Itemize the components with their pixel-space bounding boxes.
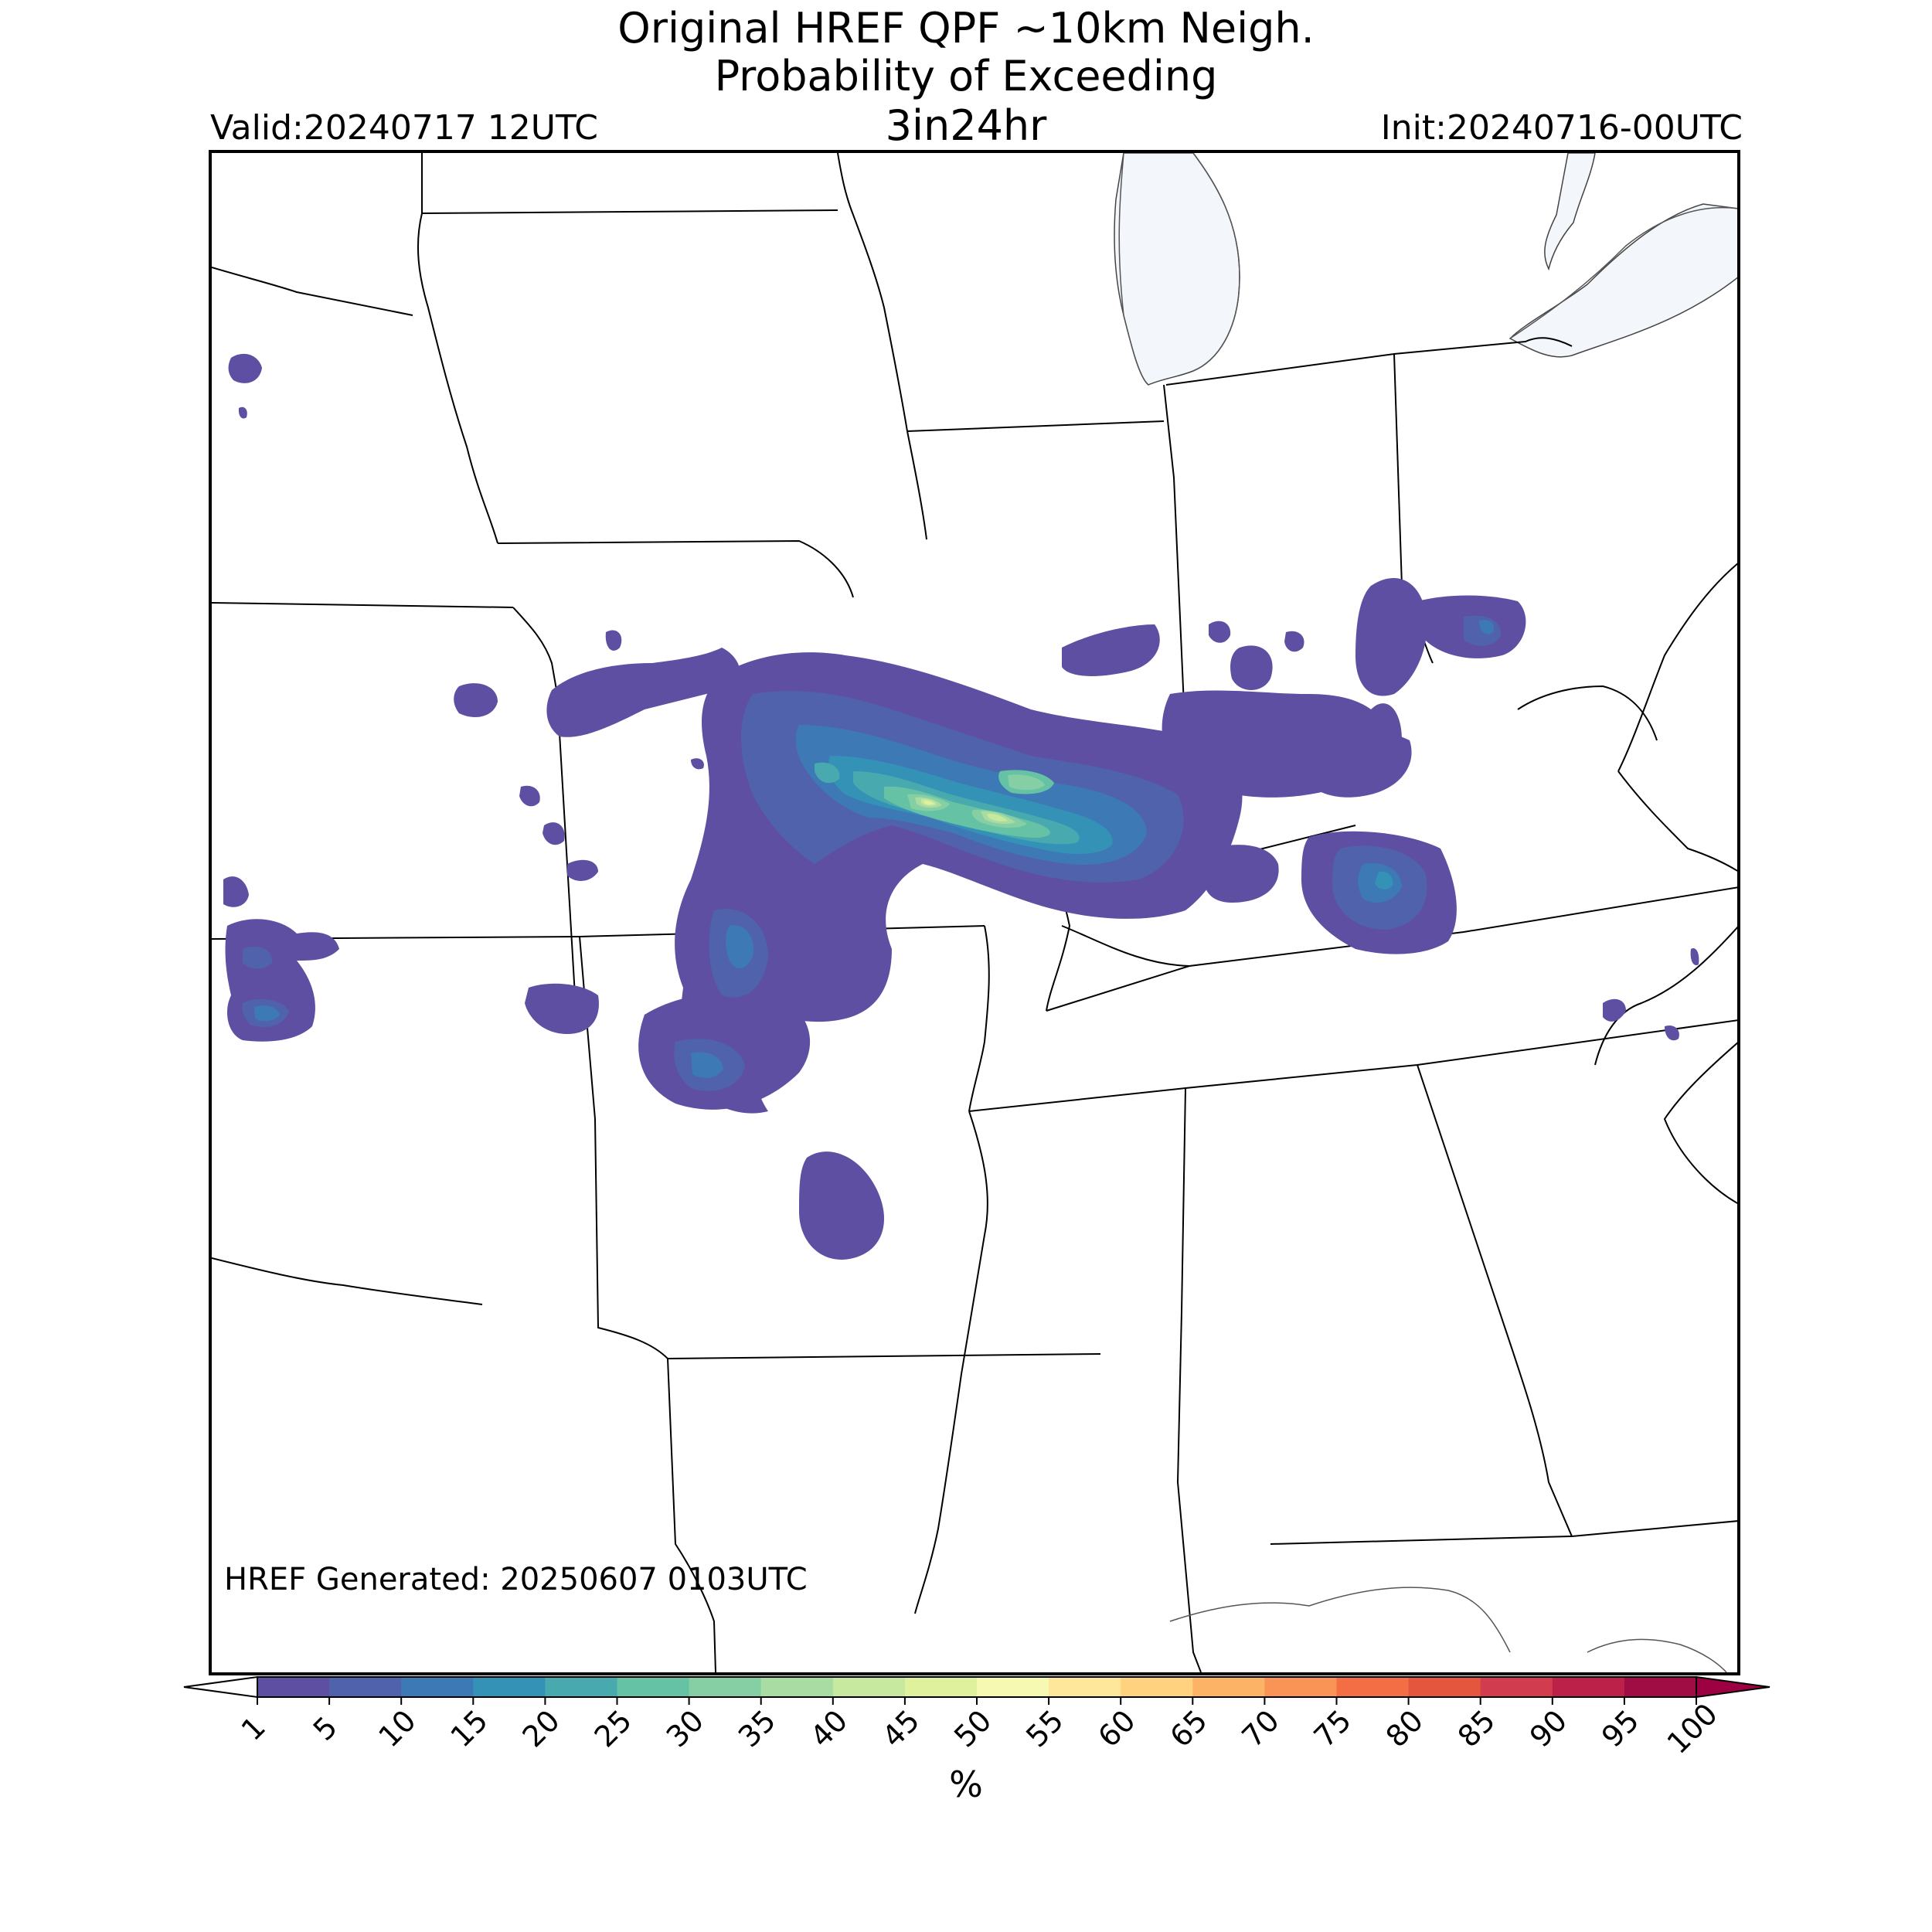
colorbar-tick-label: 30: [660, 1703, 710, 1753]
probability-field: [223, 353, 1699, 1260]
colorbar-tick-label: 25: [588, 1703, 638, 1753]
colorbar-cell: [832, 1677, 906, 1697]
colorbar-tick-label: 55: [1019, 1703, 1070, 1753]
map-panel: [209, 150, 1740, 1675]
colorbar-tick-label: 45: [876, 1703, 926, 1753]
colorbar-over-extension: [1696, 1675, 1770, 1699]
colorbar-tick-label: 80: [1379, 1703, 1430, 1753]
colorbar-cell: [329, 1677, 402, 1697]
colorbar-tick-label: 40: [804, 1703, 854, 1753]
colorbar-tick-label: 5: [307, 1710, 344, 1747]
colorbar-cell: [473, 1677, 546, 1697]
colorbar-tick-label: 65: [1163, 1703, 1213, 1753]
colorbar-cell: [1121, 1677, 1193, 1697]
colorbar: 1 5 10 15 20 25 30 35 40 45 50 55 60 65 70 75 80 85 90 95 10…: [183, 1675, 1770, 1760]
state-borders: [212, 153, 1737, 1672]
colorbar-tick-label: 60: [1091, 1703, 1141, 1753]
colorbar-cell: [1624, 1677, 1697, 1697]
lake-huron-edge: [1544, 153, 1596, 271]
colorbar-cell: [617, 1677, 690, 1697]
colorbar-cell: [760, 1677, 834, 1697]
colorbar-tick-label: 20: [516, 1703, 566, 1753]
colorbar-cell: [904, 1677, 978, 1697]
colorbar-cell: [257, 1677, 330, 1697]
colorbar-tick-label: 50: [947, 1703, 998, 1753]
colorbar-cell: [1552, 1677, 1625, 1697]
colorbar-cell: [1480, 1677, 1553, 1697]
colorbar-tick-label: 10: [372, 1703, 422, 1753]
colorbar-tick-label: 75: [1308, 1703, 1358, 1753]
chart-title-line-3: 3in24hr: [885, 101, 1047, 150]
colorbar-cell: [401, 1677, 474, 1697]
colorbar-cell: [1408, 1677, 1481, 1697]
lake-erie: [1509, 203, 1737, 358]
colorbar-cell: [977, 1677, 1049, 1697]
chart-title-line-2: Probability of Exceeding: [714, 52, 1218, 100]
colorbar-tick-label: 100: [1661, 1697, 1724, 1760]
coastline: [1118, 153, 1737, 1672]
valid-time-label: Valid:20240717 12UTC: [210, 108, 599, 148]
colorbar-tick-label: 1: [235, 1710, 272, 1747]
colorbar-tick-label: 85: [1451, 1703, 1502, 1753]
init-time-label: Init:20240716-00UTC: [1380, 108, 1743, 148]
colorbar-under-extension: [183, 1675, 258, 1699]
colorbar-cell: [1264, 1677, 1337, 1697]
colorbar-cell: [1192, 1677, 1265, 1697]
generated-timestamp: HREF Generated: 20250607 0103UTC: [224, 1562, 808, 1597]
colorbar-cell: [689, 1677, 762, 1697]
colorbar-cell: [545, 1677, 617, 1697]
colorbar-tick-label: 95: [1595, 1703, 1645, 1753]
colorbar-unit-label: %: [949, 1764, 983, 1805]
chart-title-line-1: Original HREF QPF ~10km Neigh.: [617, 4, 1315, 53]
map-canvas: [212, 153, 1737, 1672]
colorbar-tick-label: 90: [1523, 1703, 1573, 1753]
colorbar-cell: [1336, 1677, 1410, 1697]
colorbar-cell: [1049, 1677, 1121, 1697]
colorbar-tick-label: 35: [732, 1703, 782, 1753]
colorbar-tick-label: 15: [444, 1703, 494, 1753]
colorbar-tick-label: 70: [1236, 1703, 1286, 1753]
